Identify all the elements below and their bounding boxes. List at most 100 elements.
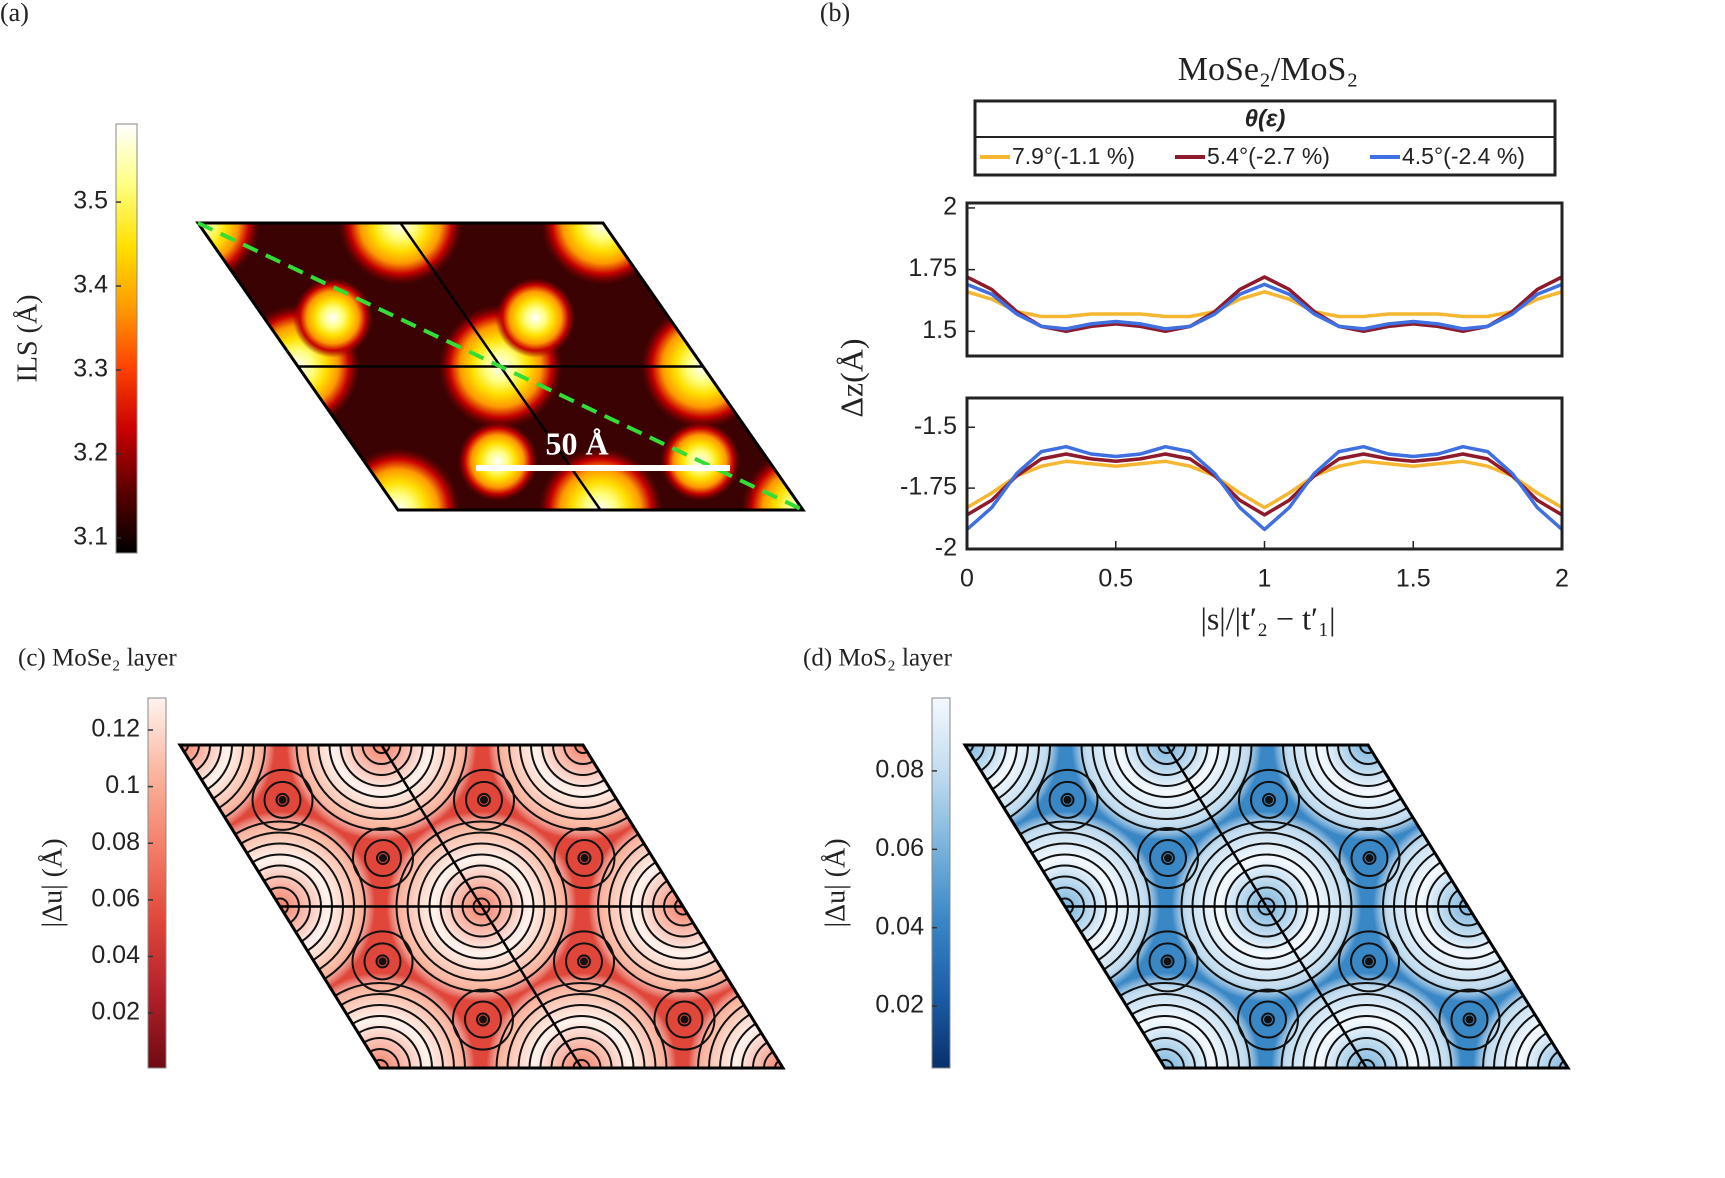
streamline — [1302, 1004, 1431, 1068]
colorbar-tick-label: 0.02 — [875, 991, 924, 1019]
streamline — [1136, 930, 1199, 993]
streamline — [1112, 1015, 1218, 1068]
y-tick-label: 1.5 — [922, 316, 957, 344]
streamline — [1090, 993, 1240, 1068]
streamline — [1291, 993, 1442, 1068]
legend-label: 5.4°(-2.7 %) — [1207, 143, 1330, 169]
streamline — [375, 851, 390, 866]
streamline — [372, 745, 391, 754]
heatmap-spot — [741, 448, 803, 510]
streamline — [361, 745, 402, 765]
streamline — [665, 1000, 704, 1039]
streamline — [1146, 745, 1187, 765]
cell-border — [195, 221, 806, 512]
vortex-glow — [1473, 973, 1568, 1068]
x-tick-label: 2 — [1555, 565, 1569, 593]
streamline — [463, 1000, 502, 1039]
cell-border — [962, 743, 1571, 1070]
streamline — [1337, 745, 1399, 776]
vortex-core — [278, 795, 287, 804]
streamline — [350, 745, 413, 776]
streamline — [1145, 1048, 1185, 1068]
streamline — [1362, 954, 1377, 969]
streamline — [550, 1037, 613, 1068]
heatmap-spot — [198, 223, 260, 285]
vortex-core — [478, 1015, 487, 1024]
x-tick-label: 0.5 — [1098, 565, 1133, 593]
cell-border — [177, 743, 786, 1070]
streamline — [363, 839, 402, 878]
x-tick-label: 1.5 — [1396, 565, 1431, 593]
streamline — [561, 1048, 602, 1068]
streamline — [1124, 745, 1209, 787]
streamline — [1338, 827, 1401, 890]
streamline — [1359, 745, 1377, 754]
streamline — [1135, 745, 1198, 776]
streamline — [530, 745, 636, 798]
streamline — [351, 930, 414, 993]
colorbar-label: ILS (Å) — [12, 295, 43, 383]
vortex-core — [480, 795, 489, 804]
colorbar — [147, 697, 167, 1069]
streamline — [572, 1059, 591, 1068]
streamline — [1113, 745, 1220, 798]
scale-bar-label: 50 Å — [545, 425, 608, 461]
streamline — [539, 1026, 624, 1068]
streamline — [453, 768, 516, 831]
streamline — [306, 745, 457, 820]
streamline — [1134, 1037, 1196, 1068]
streamline — [275, 792, 290, 807]
panel-label: (a) — [0, 0, 29, 27]
vortex-core — [680, 1015, 689, 1024]
panel-label: (c) MoSe₂ layer — [18, 645, 177, 672]
y-tick-label: -1.75 — [900, 473, 957, 501]
streamline — [553, 930, 616, 993]
streamline — [541, 745, 625, 787]
vortex-core — [580, 854, 589, 863]
streamline — [1346, 1048, 1387, 1068]
vortex-core — [1063, 795, 1072, 804]
colorbar-tick-label: 0.08 — [91, 828, 140, 856]
streamline — [349, 1037, 411, 1068]
streamline — [577, 851, 592, 866]
streamline — [677, 1012, 692, 1027]
streamline — [508, 745, 658, 820]
streamline — [1236, 988, 1299, 1051]
streamline — [1315, 745, 1421, 798]
vortex-glow — [1271, 973, 1462, 1068]
streamline — [251, 768, 314, 831]
streamline — [495, 982, 668, 1068]
colorbar-tick-label: 0.06 — [91, 884, 140, 912]
vortex-glow — [688, 973, 783, 1068]
colorbar-tick-label: 0.12 — [91, 715, 140, 743]
streamline — [1148, 839, 1187, 878]
x-tick-label: 1 — [1258, 565, 1272, 593]
streamline — [497, 745, 669, 831]
vortex-core — [580, 957, 589, 966]
vortex-core — [1365, 854, 1374, 863]
streamline — [1357, 1059, 1376, 1068]
streamline — [1136, 827, 1199, 890]
streamline — [1338, 930, 1401, 993]
y-tick-label: 1.75 — [908, 254, 957, 282]
series-line — [967, 275, 1562, 334]
streamline — [519, 745, 647, 809]
streamline — [1304, 745, 1432, 809]
streamline — [517, 1004, 646, 1068]
streamline — [371, 1059, 389, 1068]
vortex-core — [1465, 1015, 1474, 1024]
streamline — [1123, 1026, 1207, 1068]
series-line — [967, 459, 1562, 510]
colorbar-tick-label: 0.1 — [105, 771, 140, 799]
axes-frame — [965, 396, 1564, 551]
heatmap-spot — [292, 277, 373, 358]
streamline — [316, 1004, 444, 1068]
streamline — [1101, 1004, 1229, 1068]
streamline — [1157, 745, 1176, 754]
colorbar-label: |Δu| (Å) — [820, 838, 851, 927]
vortex-core — [1263, 1015, 1272, 1024]
chart-title: MoSe₂/MoS₂ — [1178, 51, 1359, 88]
heatmap-spot — [457, 421, 538, 502]
panel-label: (d) MoS₂ layer — [803, 645, 953, 672]
colorbar-label: |Δu| (Å) — [37, 838, 68, 927]
